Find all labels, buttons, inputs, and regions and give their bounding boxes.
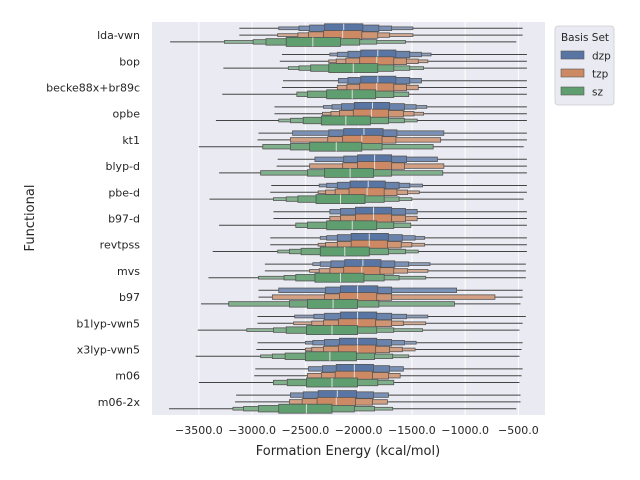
y-tick-label: kt1: [122, 134, 140, 147]
box-sz-b97: [200, 298, 521, 309]
legend-label-dzp: dzp: [592, 51, 611, 63]
box-tzp-b1lyp-vwn5: [257, 318, 523, 329]
box-tzp-x3lyp-vwn5: [256, 344, 522, 355]
box-sz-b97-d: [219, 220, 527, 231]
box-sz-x3lyp-vwn5: [195, 351, 520, 362]
y-tick-label: mvs: [117, 265, 140, 278]
box-dzp-x3lyp-vwn5: [257, 337, 523, 348]
box-sz-mvs: [208, 272, 526, 283]
x-tick-label: −3000.0: [228, 424, 276, 437]
box-dzp-b97: [258, 285, 523, 296]
legend-frame: [554, 25, 615, 106]
box-dzp-kt1: [258, 128, 527, 139]
y-tick-label: m06: [115, 370, 140, 383]
y-tick-label: pbe-d: [108, 186, 140, 199]
box-dzp-opbe: [274, 102, 527, 112]
x-tick-label: −500.0: [498, 424, 539, 437]
legend-swatch-sz: [560, 86, 585, 96]
box-sz-becke88x+br89c: [222, 89, 527, 100]
y-tick-label: x3lyp-vwn5: [77, 344, 140, 357]
letter-value-box: [326, 89, 377, 100]
y-tick-label: b97-d: [108, 213, 140, 226]
y-tick-label: lda-vwn: [97, 29, 140, 42]
legend-swatch-tzp: [560, 68, 585, 78]
box-sz-m06: [198, 377, 520, 388]
box-sz-b1lyp-vwn5: [197, 325, 520, 336]
y-tick-label: opbe: [113, 108, 141, 121]
box-tzp-b97: [258, 292, 523, 303]
legend-label-tzp: tzp: [592, 69, 609, 81]
box-sz-pbe-d: [209, 194, 524, 205]
x-tick-label: −1500.0: [388, 424, 436, 437]
y-tick-label: blyp-d: [106, 160, 140, 173]
box-sz-lda-vwn: [170, 37, 517, 47]
box-dzp-mvs: [264, 259, 526, 270]
y-tick-label: bop: [119, 55, 140, 68]
box-tzp-m06-2x: [235, 396, 521, 407]
box-tzp-kt1: [257, 134, 527, 145]
y-tick-label: becke88x+br89c: [46, 82, 140, 95]
box-sz-blyp-d: [219, 167, 527, 178]
legend-swatch-dzp: [560, 50, 585, 60]
letter-value-box: [326, 220, 378, 231]
letter-value-box: [285, 37, 341, 47]
box-tzp-pbe-d: [270, 187, 527, 198]
x-tick-label: −2500.0: [282, 424, 330, 437]
y-axis-label: Functional: [23, 185, 38, 252]
box-sz-opbe: [215, 115, 527, 126]
letter-value-box: [278, 403, 333, 414]
letter-value-box: [314, 272, 365, 283]
box-dzp-blyp-d: [277, 154, 527, 165]
x-tick-label: −3500.0: [175, 424, 223, 437]
y-tick-label: b1lyp-vwn5: [76, 317, 140, 330]
box-dzp-m06-2x: [236, 390, 521, 401]
box-sz-bop: [223, 63, 527, 73]
box-sz-kt1: [198, 141, 524, 152]
letter-value-box: [307, 298, 358, 309]
x-tick-label: −2000.0: [335, 424, 383, 437]
box-sz-m06-2x: [169, 403, 517, 414]
box-tzp-lda-vwn: [239, 30, 523, 41]
letter-value-box: [304, 351, 357, 362]
legend-title: Basis Set: [561, 32, 609, 44]
x-tick-label: −1000.0: [441, 424, 489, 437]
box-dzp-becke88x+br89c: [283, 75, 527, 86]
letter-value-box: [309, 141, 363, 152]
y-tick-label: m06-2x: [98, 396, 141, 409]
x-axis-label: Formation Energy (kcal/mol): [256, 444, 440, 459]
legend: Basis Set dzp tzp sz: [554, 25, 615, 106]
box-tzp-m06: [254, 370, 522, 381]
box-sz-revtpss: [212, 246, 527, 257]
box-dzp-m06: [255, 363, 523, 374]
box-tzp-bop: [279, 56, 527, 67]
legend-label-sz: sz: [592, 87, 603, 99]
y-tick-label: revtpss: [100, 239, 141, 252]
letter-value-box: [324, 167, 374, 178]
y-tick-label: b97: [119, 291, 140, 304]
